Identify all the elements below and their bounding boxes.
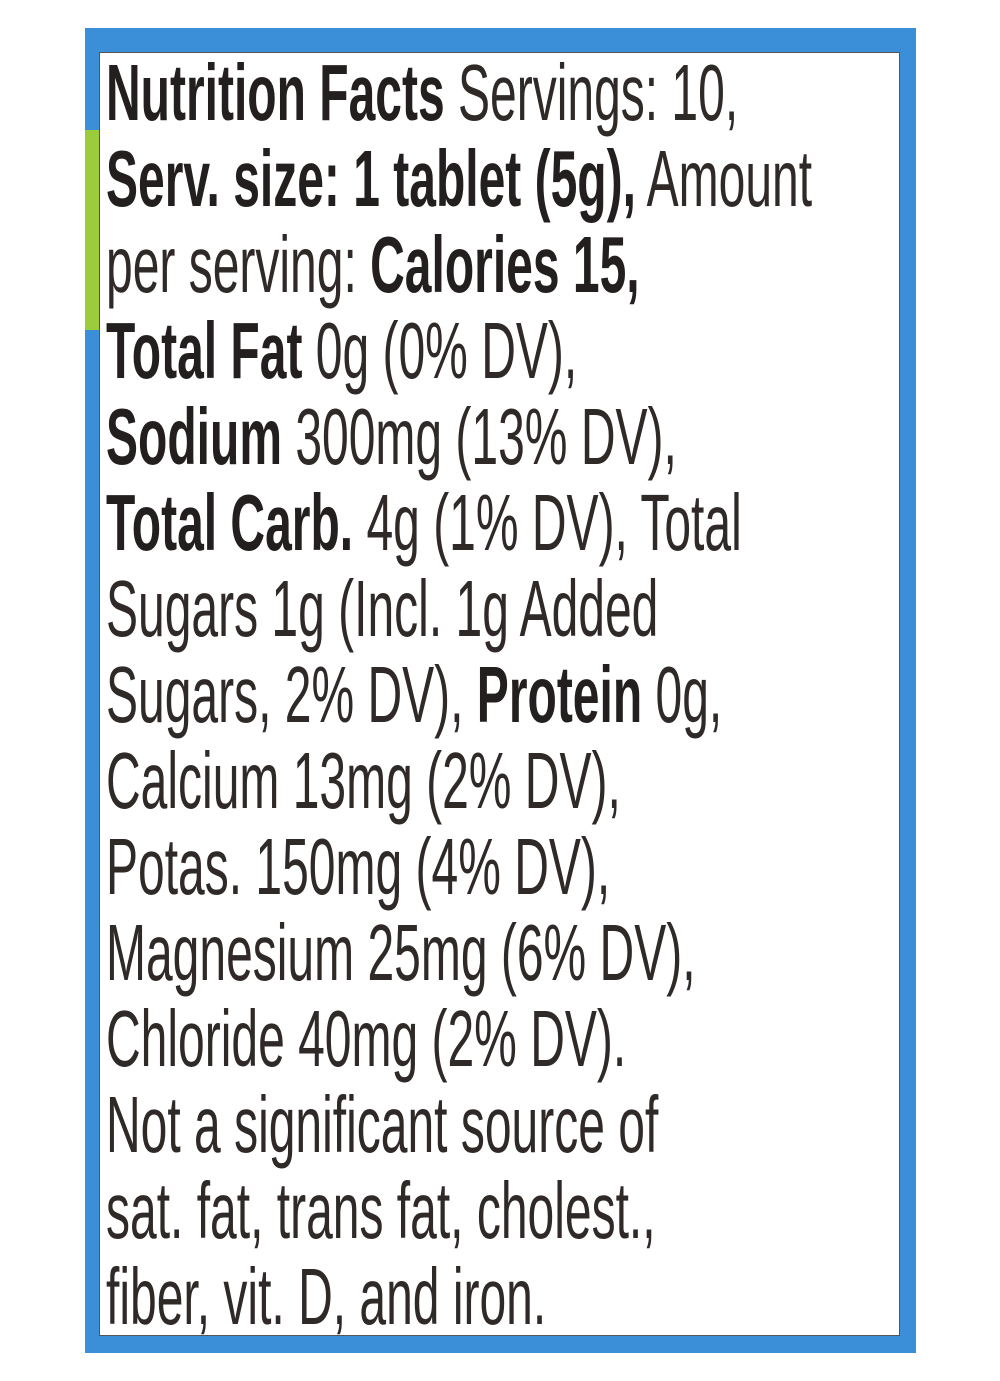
text-line: Chloride 40mg (2% DV). [106, 996, 812, 1082]
package-accent [85, 130, 99, 330]
bold-text: Calories 15, [370, 220, 640, 309]
text: 0g, [642, 650, 723, 739]
text: Servings: 10, [444, 48, 739, 137]
text: 300mg (13% DV), [281, 392, 677, 481]
bold-text: Total Fat [106, 306, 303, 395]
bold-text: Protein [476, 650, 643, 739]
text-line: Sugars 1g (Incl. 1g Added [106, 566, 812, 652]
text: Potas. 150mg (4% DV), [106, 822, 611, 911]
nutrition-text: Nutrition Facts Servings: 10, Serv. size:… [106, 50, 1000, 1340]
bold-text: Sodium [106, 392, 282, 481]
text-line: Nutrition Facts Servings: 10, [106, 50, 812, 136]
text: 0g (0% DV), [302, 306, 578, 395]
text-line: Potas. 150mg (4% DV), [106, 824, 812, 910]
text-line: Sugars, 2% DV), Protein 0g, [106, 652, 812, 738]
text-line: Total Carb. 4g (1% DV), Total [106, 480, 812, 566]
bold-text: Total Carb. [106, 478, 354, 567]
text: Magnesium 25mg (6% DV), [106, 908, 696, 997]
text-line: Magnesium 25mg (6% DV), [106, 910, 812, 996]
bold-text: Nutrition Facts [106, 48, 445, 137]
text-line: Not a significant source of [106, 1082, 812, 1168]
text: Sugars, 2% DV), [106, 650, 477, 739]
text: per serving: [106, 220, 371, 309]
text-line: per serving: Calories 15, [106, 222, 812, 308]
text-line: sat. fat, trans fat, cholest., [106, 1168, 812, 1254]
label-panel [99, 52, 900, 1336]
text-line: Calcium 13mg (2% DV), [106, 738, 812, 824]
text-line: Serv. size: 1 tablet (5g), Amount [106, 136, 812, 222]
bold-text: Serv. size: 1 tablet (5g), [106, 134, 636, 223]
text: Not a significant source of [106, 1080, 659, 1169]
text-line: Sodium 300mg (13% DV), [106, 394, 812, 480]
text: Chloride 40mg (2% DV). [106, 994, 627, 1083]
text: Amount [635, 134, 813, 223]
text-line: Total Fat 0g (0% DV), [106, 308, 812, 394]
text: Sugars 1g (Incl. 1g Added [106, 564, 659, 653]
text: sat. fat, trans fat, cholest., [106, 1166, 656, 1255]
text: 4g (1% DV), Total [353, 478, 742, 567]
text-line: fiber, vit. D, and iron. [106, 1254, 812, 1340]
text: Calcium 13mg (2% DV), [106, 736, 621, 825]
text: fiber, vit. D, and iron. [106, 1252, 547, 1341]
